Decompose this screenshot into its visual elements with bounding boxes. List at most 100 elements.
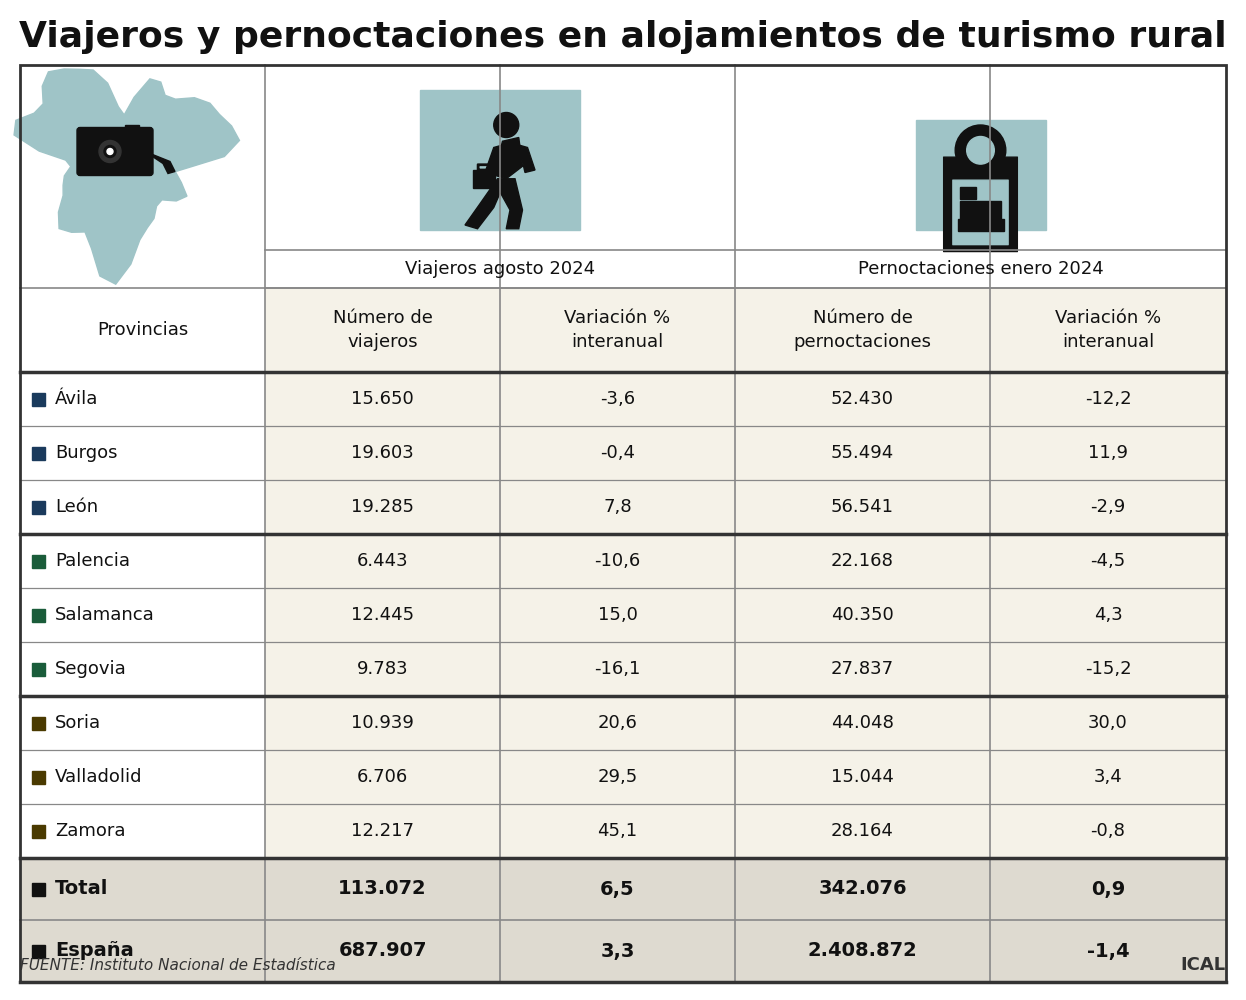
Circle shape xyxy=(967,136,994,164)
Text: Número de
viajeros: Número de viajeros xyxy=(333,309,432,351)
Text: 29,5: 29,5 xyxy=(597,768,638,786)
Bar xyxy=(472,170,495,188)
Text: Ávila: Ávila xyxy=(55,390,98,408)
Text: 3,3: 3,3 xyxy=(601,942,634,960)
Text: 6,5: 6,5 xyxy=(601,880,634,898)
Text: -4,5: -4,5 xyxy=(1090,552,1125,570)
Text: Zamora: Zamora xyxy=(55,822,126,840)
Text: Palencia: Palencia xyxy=(55,552,130,570)
Text: ICAL: ICAL xyxy=(1181,956,1226,974)
FancyBboxPatch shape xyxy=(77,127,153,176)
Text: Viajeros y pernoctaciones en alojamientos de turismo rural: Viajeros y pernoctaciones en alojamiento… xyxy=(19,20,1227,54)
Text: Variación %
interanual: Variación % interanual xyxy=(564,309,670,351)
Text: 11,9: 11,9 xyxy=(1088,444,1128,462)
Bar xyxy=(32,446,45,460)
Text: 55.494: 55.494 xyxy=(831,444,895,462)
Bar xyxy=(959,201,1002,222)
Text: 19.603: 19.603 xyxy=(351,444,414,462)
Text: 19.285: 19.285 xyxy=(351,498,414,516)
Text: 12.445: 12.445 xyxy=(351,606,414,624)
Text: -12,2: -12,2 xyxy=(1085,390,1131,408)
Bar xyxy=(265,642,1226,696)
Text: 20,6: 20,6 xyxy=(598,714,638,732)
Text: 40.350: 40.350 xyxy=(831,606,893,624)
Bar xyxy=(265,696,1226,750)
Bar xyxy=(125,124,140,134)
Text: 52.430: 52.430 xyxy=(831,390,893,408)
Text: Total: Total xyxy=(55,880,108,898)
Circle shape xyxy=(107,148,113,154)
Text: 15,0: 15,0 xyxy=(598,606,638,624)
Text: 9.783: 9.783 xyxy=(356,660,409,678)
Bar xyxy=(32,716,45,730)
Text: 15.650: 15.650 xyxy=(351,390,414,408)
Text: Viajeros agosto 2024: Viajeros agosto 2024 xyxy=(405,260,596,278)
Polygon shape xyxy=(14,69,239,284)
Text: 6.443: 6.443 xyxy=(356,552,409,570)
Text: Valladolid: Valladolid xyxy=(55,768,142,786)
Bar xyxy=(32,824,45,838)
Text: 687.907: 687.907 xyxy=(338,942,426,960)
Bar xyxy=(32,662,45,676)
Bar xyxy=(265,750,1226,804)
Text: Burgos: Burgos xyxy=(55,444,117,462)
Text: Salamanca: Salamanca xyxy=(55,606,155,624)
Text: 27.837: 27.837 xyxy=(831,660,895,678)
Text: 44.048: 44.048 xyxy=(831,714,893,732)
Bar xyxy=(265,588,1226,642)
Text: -0,4: -0,4 xyxy=(601,444,635,462)
Text: 4,3: 4,3 xyxy=(1094,606,1123,624)
Bar xyxy=(265,534,1226,588)
Text: -0,8: -0,8 xyxy=(1090,822,1125,840)
Bar xyxy=(916,120,1045,230)
Circle shape xyxy=(103,145,116,157)
Bar xyxy=(32,500,45,514)
FancyBboxPatch shape xyxy=(943,157,1017,252)
Text: 56.541: 56.541 xyxy=(831,498,893,516)
Text: Variación %
interanual: Variación % interanual xyxy=(1055,309,1161,351)
Text: Pernoctaciones enero 2024: Pernoctaciones enero 2024 xyxy=(857,260,1104,278)
Text: FUENTE: Instituto Nacional de Estadística: FUENTE: Instituto Nacional de Estadístic… xyxy=(20,958,335,972)
Bar xyxy=(957,219,1003,231)
Bar xyxy=(265,372,1226,426)
Bar xyxy=(959,187,976,199)
Text: 22.168: 22.168 xyxy=(831,552,893,570)
Text: España: España xyxy=(55,942,133,960)
Circle shape xyxy=(98,140,121,162)
Text: 2.408.872: 2.408.872 xyxy=(807,942,917,960)
Bar xyxy=(265,426,1226,480)
Text: 45,1: 45,1 xyxy=(597,822,638,840)
Text: 342.076: 342.076 xyxy=(819,880,907,898)
Bar xyxy=(32,554,45,568)
Bar xyxy=(32,608,45,621)
Bar xyxy=(32,944,45,958)
Text: 12.217: 12.217 xyxy=(351,822,414,840)
Text: León: León xyxy=(55,498,98,516)
Polygon shape xyxy=(145,151,174,174)
Text: Número de
pernoctaciones: Número de pernoctaciones xyxy=(794,309,932,351)
Text: 6.706: 6.706 xyxy=(356,768,409,786)
Bar xyxy=(420,90,579,230)
Bar xyxy=(32,882,45,896)
Bar xyxy=(265,480,1226,534)
Bar xyxy=(32,392,45,406)
Polygon shape xyxy=(518,145,535,172)
Text: -2,9: -2,9 xyxy=(1090,498,1125,516)
Bar xyxy=(32,770,45,784)
FancyBboxPatch shape xyxy=(953,180,1008,245)
Text: -3,6: -3,6 xyxy=(599,390,635,408)
Text: 30,0: 30,0 xyxy=(1088,714,1128,732)
Circle shape xyxy=(493,112,518,137)
Bar xyxy=(265,288,1226,372)
Text: -15,2: -15,2 xyxy=(1085,660,1131,678)
Text: 10.939: 10.939 xyxy=(351,714,414,732)
Text: Soria: Soria xyxy=(55,714,101,732)
Bar xyxy=(20,858,1226,982)
Polygon shape xyxy=(497,179,522,229)
Circle shape xyxy=(956,125,1006,176)
Polygon shape xyxy=(465,179,506,229)
Text: 113.072: 113.072 xyxy=(338,880,427,898)
Polygon shape xyxy=(485,145,502,175)
Text: Segovia: Segovia xyxy=(55,660,127,678)
Text: 0,9: 0,9 xyxy=(1091,880,1125,898)
